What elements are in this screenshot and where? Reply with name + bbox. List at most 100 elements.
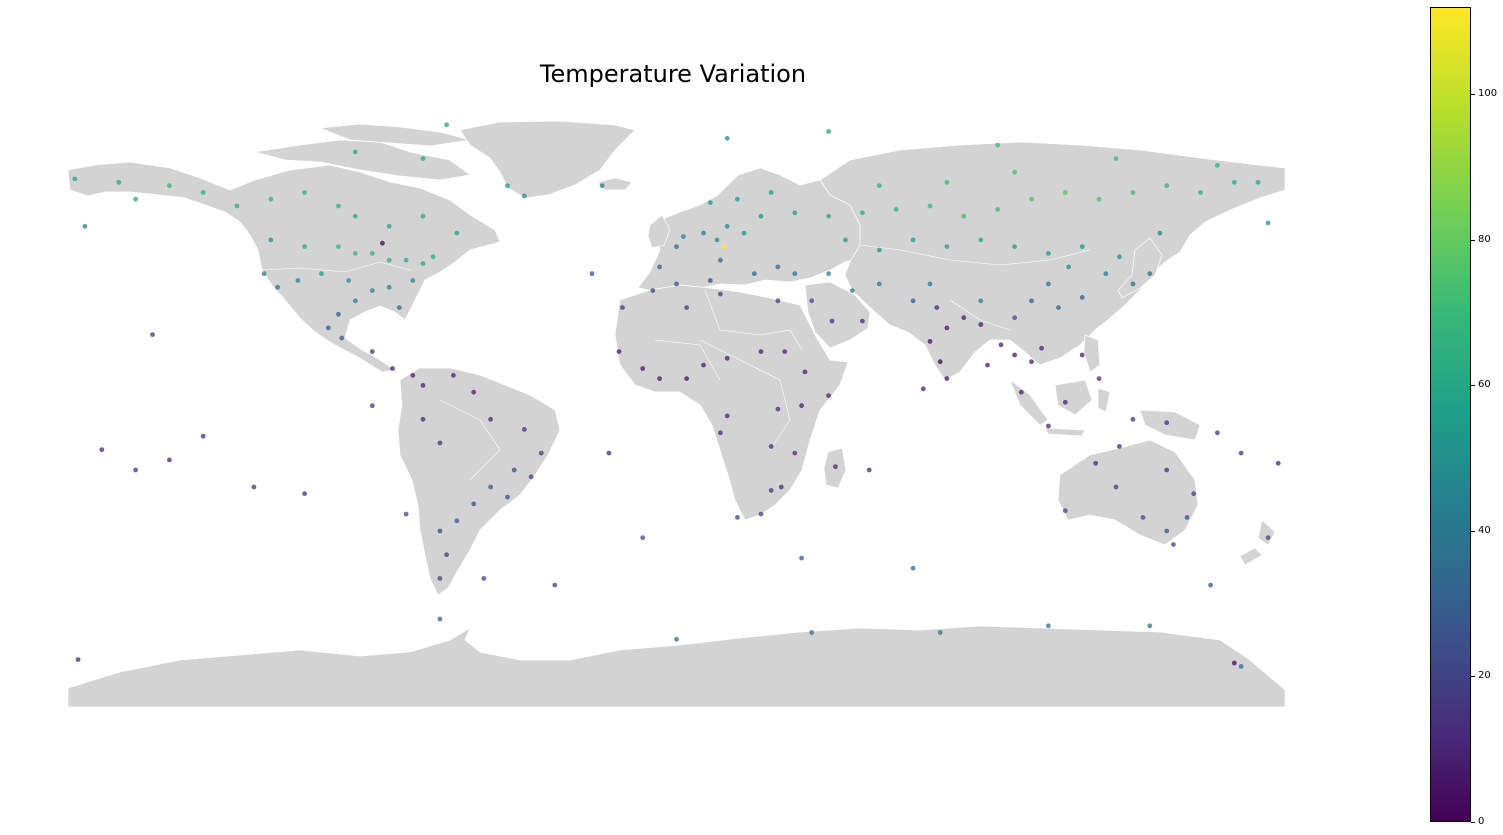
land-java	[1044, 427, 1086, 437]
data-point	[1062, 399, 1068, 405]
data-point	[684, 376, 689, 381]
data-point	[741, 230, 747, 236]
data-point	[758, 349, 764, 354]
data-point	[792, 210, 798, 216]
colorbar-tick-label: 40	[1478, 524, 1491, 536]
data-point	[420, 261, 426, 266]
colorbar-tick-label: 20	[1478, 670, 1491, 682]
data-point	[1046, 281, 1051, 287]
data-point	[707, 200, 713, 206]
data-point	[1103, 271, 1109, 277]
data-point	[985, 362, 990, 368]
data-point	[1012, 169, 1017, 175]
data-point	[511, 467, 517, 473]
data-point	[718, 291, 723, 297]
data-point	[352, 298, 358, 304]
data-point	[674, 281, 679, 287]
data-point	[1096, 196, 1102, 202]
land-philippines	[1083, 334, 1101, 373]
data-point	[451, 372, 456, 378]
data-point	[701, 362, 706, 368]
data-point	[650, 288, 656, 293]
data-point	[1140, 515, 1146, 520]
data-point	[866, 467, 872, 473]
data-point	[775, 298, 781, 304]
data-point	[454, 518, 460, 524]
land-britain	[647, 214, 671, 249]
data-point	[505, 494, 510, 500]
colorbar-tick	[1471, 94, 1475, 96]
data-point	[826, 393, 831, 398]
data-point	[620, 305, 625, 310]
map-title: Temperature Variation	[539, 60, 807, 88]
data-point	[390, 366, 395, 371]
data-point	[251, 484, 257, 490]
data-point	[876, 281, 882, 287]
data-point	[200, 190, 206, 195]
data-point	[944, 376, 950, 381]
data-point	[944, 325, 950, 331]
data-point	[927, 203, 933, 209]
data-point	[680, 234, 686, 239]
data-point	[261, 271, 267, 277]
data-point	[768, 488, 774, 493]
data-point	[386, 223, 392, 229]
data-point	[295, 278, 301, 283]
land-south-america	[397, 367, 561, 596]
data-point	[876, 247, 882, 253]
data-point	[792, 450, 798, 456]
data-point	[72, 176, 78, 182]
data-point	[684, 305, 689, 310]
data-point	[1198, 190, 1203, 195]
data-point	[616, 349, 622, 354]
data-point	[1096, 376, 1102, 381]
data-point	[657, 376, 662, 381]
land-antarctica	[67, 625, 1286, 708]
data-point	[961, 213, 967, 219]
data-point	[1117, 444, 1122, 449]
data-point	[325, 325, 331, 331]
data-point	[133, 467, 139, 473]
data-point	[599, 183, 605, 189]
data-point	[778, 484, 784, 490]
data-point	[843, 237, 848, 243]
data-point	[809, 630, 815, 635]
data-point	[268, 237, 274, 243]
data-point	[1191, 491, 1197, 497]
data-point	[927, 281, 933, 287]
data-point	[1238, 450, 1244, 456]
data-point	[1275, 460, 1281, 466]
data-point	[420, 383, 426, 388]
data-point	[910, 565, 916, 571]
data-point	[403, 511, 409, 517]
data-point	[718, 430, 723, 436]
data-point	[488, 484, 493, 490]
land-layer	[67, 120, 1286, 708]
data-point	[444, 552, 449, 558]
data-point	[437, 576, 443, 581]
colorbar-tick	[1471, 676, 1475, 678]
data-point	[339, 335, 345, 341]
data-point	[133, 196, 139, 202]
data-point	[396, 305, 402, 310]
data-point	[724, 223, 730, 229]
data-point	[99, 447, 105, 453]
data-point	[352, 251, 358, 256]
data-point	[1231, 179, 1237, 185]
data-point	[1046, 251, 1051, 256]
data-point	[437, 616, 443, 622]
data-point	[758, 511, 764, 517]
data-point	[724, 413, 730, 419]
data-point	[552, 582, 558, 588]
land-greenland	[459, 120, 636, 199]
data-point	[150, 332, 155, 337]
data-point	[589, 271, 595, 277]
data-point	[937, 630, 943, 635]
data-point	[522, 193, 527, 199]
data-point	[910, 237, 916, 243]
data-point	[1208, 582, 1213, 588]
data-point	[927, 339, 933, 344]
data-point	[792, 271, 798, 277]
data-point	[268, 196, 274, 202]
data-point	[471, 501, 477, 507]
